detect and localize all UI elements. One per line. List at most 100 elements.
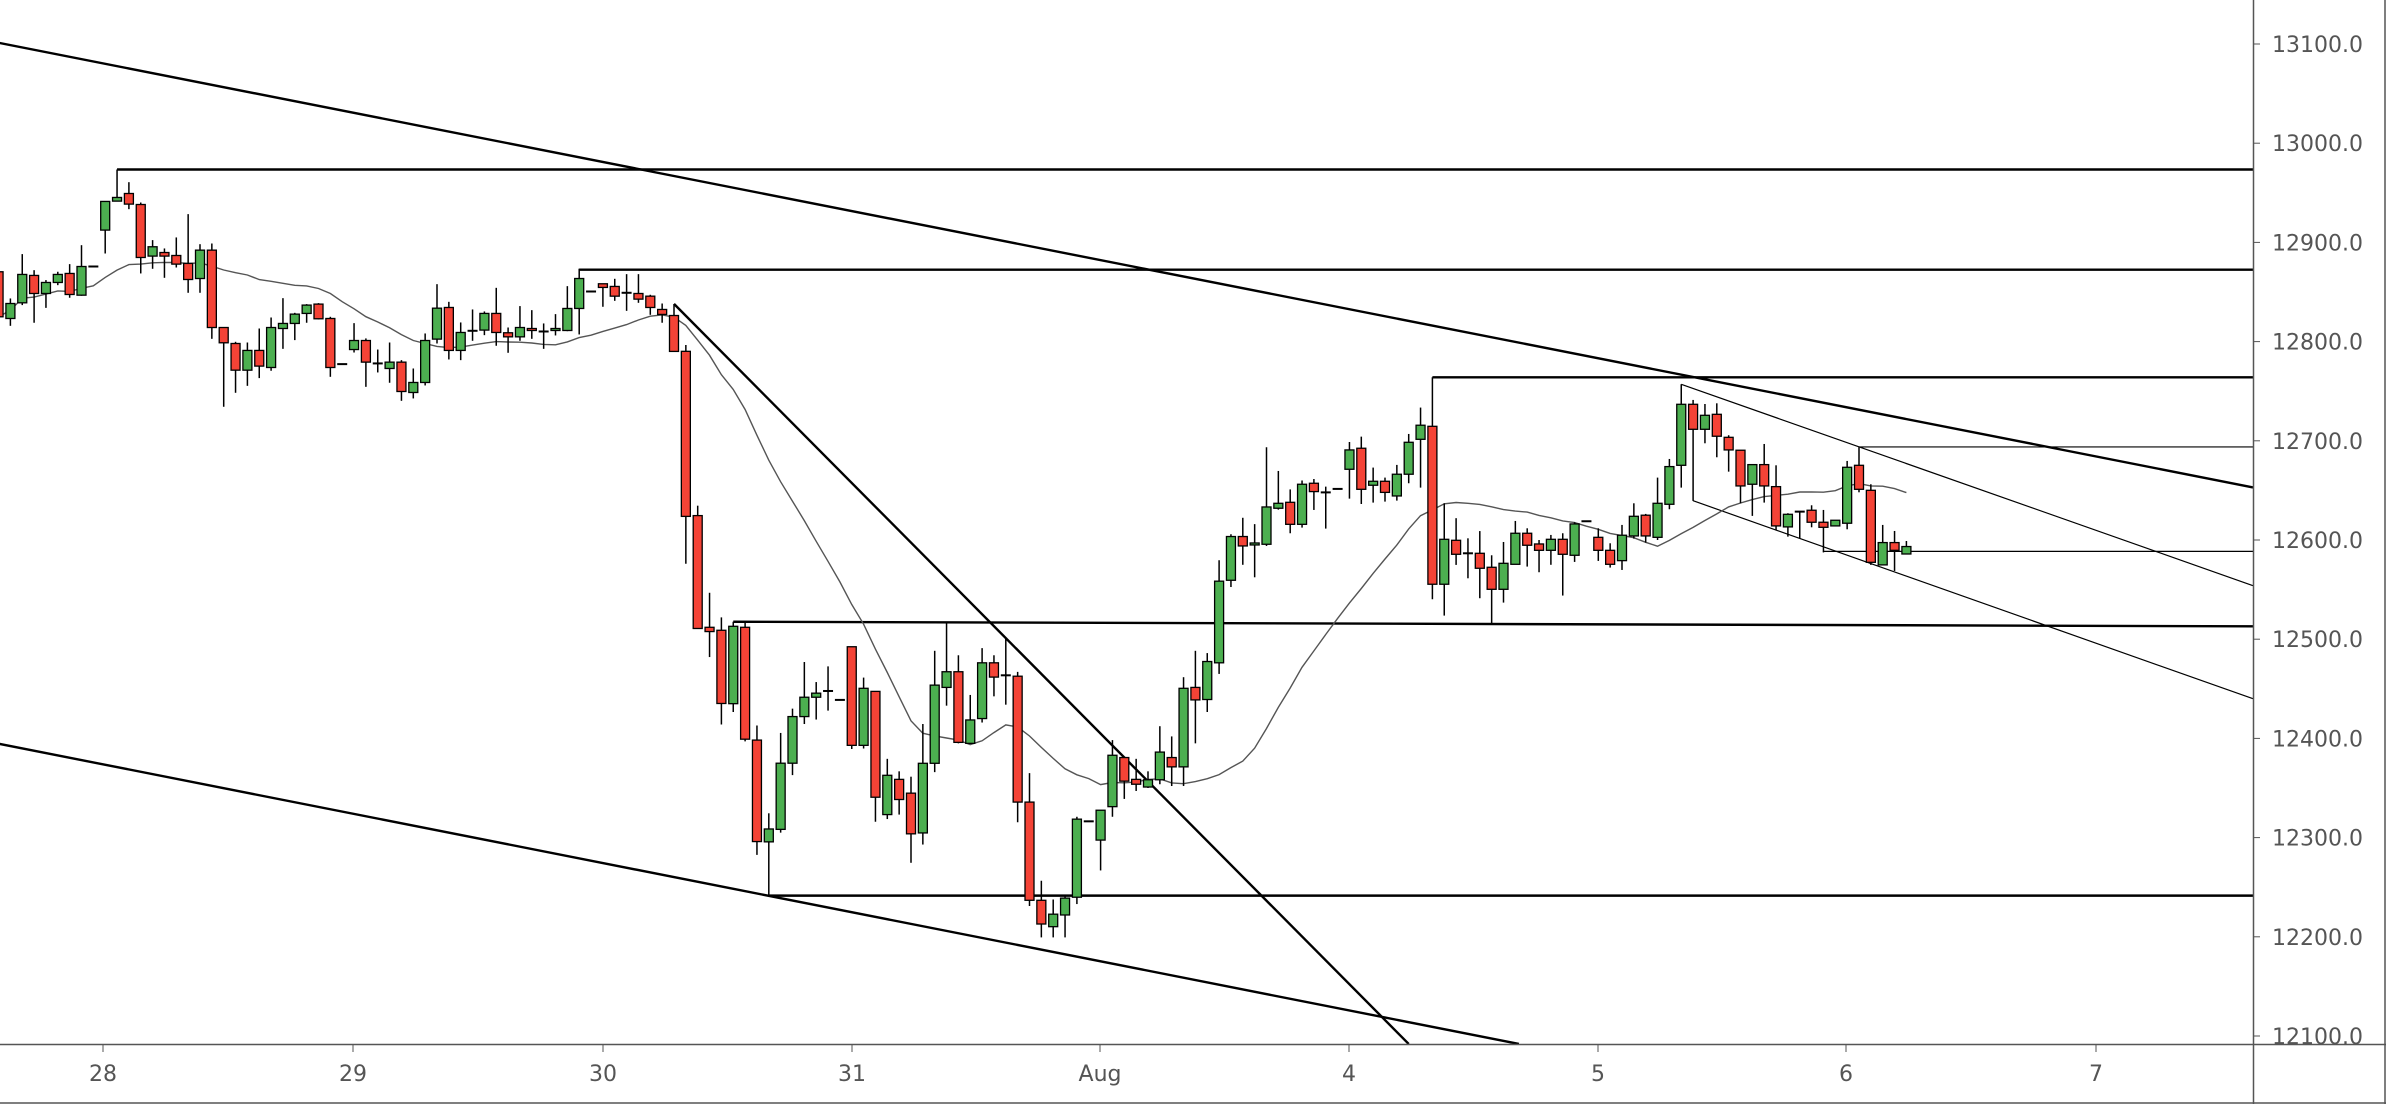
price-axis-bg[interactable]	[2254, 0, 2386, 1104]
candle-body-down	[1735, 449, 1746, 487]
candle-body-down	[1285, 501, 1296, 525]
candle-body-up	[147, 246, 158, 257]
price-tick-label: 12300.0	[2272, 827, 2363, 852]
candle-body-down	[254, 349, 265, 367]
candle-body-up	[728, 625, 739, 705]
candle	[965, 694, 976, 745]
candle	[538, 323, 549, 349]
candle-body-down	[123, 192, 135, 205]
candle	[1865, 484, 1876, 565]
candle	[1213, 560, 1225, 674]
candle-body-down	[1865, 489, 1876, 563]
time-tick-label: 4	[1342, 1062, 1356, 1087]
candle	[1640, 513, 1651, 543]
price-tick-label: 12500.0	[2272, 628, 2363, 653]
candle-body-down	[1356, 447, 1367, 490]
candle	[1806, 505, 1817, 528]
candle-body-down	[218, 326, 229, 344]
moving-average-line	[0, 261, 1907, 786]
time-axis-bg[interactable]	[0, 1045, 2254, 1104]
candle	[1522, 528, 1533, 567]
candle	[1450, 518, 1462, 565]
candle-body-up	[882, 774, 893, 816]
candle	[1533, 540, 1545, 573]
candle-body-down	[1427, 425, 1438, 585]
candle-body-up	[52, 273, 63, 284]
candle	[0, 271, 4, 318]
candle	[1379, 477, 1391, 502]
candle	[5, 298, 16, 326]
candle	[1842, 460, 1853, 530]
candle	[265, 317, 277, 371]
candle-body-up	[514, 326, 526, 338]
drawing-layer	[0, 41, 2254, 1046]
candle-body-down	[1533, 543, 1545, 551]
candle	[1178, 677, 1189, 787]
candle	[514, 306, 526, 341]
trendline[interactable]	[1681, 383, 2254, 587]
candle	[1474, 531, 1485, 599]
candle-body-down	[894, 778, 905, 801]
candle	[1154, 726, 1165, 785]
candle-body-down	[988, 662, 1000, 678]
candle-body-up	[1842, 466, 1853, 524]
candle-body-up	[574, 277, 585, 310]
candle-body-up	[455, 331, 466, 352]
candle-body-down	[1593, 536, 1604, 551]
candle-body-up	[1830, 519, 1841, 527]
candle	[52, 271, 63, 286]
candle	[787, 708, 798, 776]
candle	[550, 314, 561, 336]
candle	[1901, 540, 1912, 555]
candle-body-down	[135, 203, 146, 259]
candle	[728, 621, 739, 713]
trendline[interactable]	[0, 742, 1520, 1046]
candle-body-down	[1889, 541, 1900, 551]
candle	[645, 294, 656, 315]
candle	[123, 182, 135, 210]
candle	[396, 360, 407, 401]
candle	[882, 758, 893, 820]
candle	[763, 813, 774, 896]
candle	[1711, 403, 1722, 458]
candle	[1249, 524, 1260, 578]
candle-body-up	[1154, 751, 1165, 781]
trendline[interactable]	[733, 620, 2254, 628]
candle-body-up	[929, 684, 940, 764]
candle-body-up	[1877, 541, 1888, 566]
candle-body-up	[1747, 463, 1758, 485]
candle	[917, 724, 928, 845]
candle	[1296, 480, 1308, 528]
trendline[interactable]	[0, 41, 2254, 489]
candle-body-down	[1012, 675, 1023, 803]
candle-body-up	[419, 339, 431, 384]
candle-body-up	[431, 307, 443, 340]
candle	[17, 254, 28, 306]
candle	[739, 622, 751, 742]
candle-body-down	[1036, 899, 1047, 925]
candle-body-up	[976, 662, 988, 720]
price-axis: 13100.0 13000.0 12900.0 12800.0 12700.0 12600…	[2253, 33, 2363, 1050]
candle-body-up	[1415, 424, 1426, 440]
candle	[40, 280, 52, 308]
candle	[1036, 880, 1047, 938]
candle-body-up	[1391, 473, 1402, 497]
candle-body-down	[64, 272, 75, 296]
candle	[1190, 650, 1201, 744]
candle-body-down	[1190, 686, 1201, 701]
candle	[230, 341, 241, 393]
candle-body-up	[799, 696, 810, 718]
trendline[interactable]	[673, 303, 1410, 1045]
candle-body-down	[1759, 463, 1770, 487]
trendline[interactable]	[1692, 500, 2254, 700]
candle	[1000, 638, 1011, 705]
candle-body-up	[811, 692, 822, 698]
candle-body-up	[1699, 414, 1711, 430]
candle-body-down	[182, 262, 194, 281]
candle-body-up	[1652, 502, 1663, 538]
candle-body-up	[787, 715, 798, 764]
candle-body-up	[1059, 897, 1071, 916]
time-tick-label: 31	[838, 1062, 866, 1087]
candle-body-up	[194, 249, 206, 280]
